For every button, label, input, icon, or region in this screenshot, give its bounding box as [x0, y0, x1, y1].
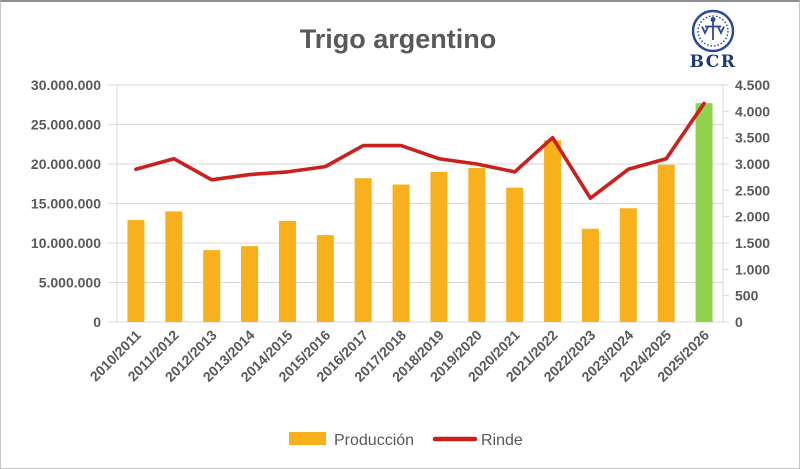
- right-axis-tick: 4.500: [735, 77, 770, 93]
- production-bar-2018-2019: [430, 171, 448, 322]
- right-axis-tick: 2.000: [735, 209, 770, 225]
- bcr-logo: BCR: [690, 9, 737, 72]
- production-bar-2022-2023: [581, 228, 599, 322]
- production-bar-2016-2017: [354, 178, 372, 322]
- production-bars: [127, 103, 713, 322]
- bcr-seal-rim-text: [697, 15, 729, 47]
- right-axis-tick: 3.500: [735, 130, 770, 146]
- production-bar-2024-2025: [657, 164, 675, 322]
- left-axis-tick: 25.000.000: [31, 117, 101, 133]
- right-axis-tick: 1.000: [735, 261, 770, 277]
- left-axis-tick-labels: 0 5.000.000 10.000.000 15.000.000 20.000.000…: [31, 77, 101, 330]
- left-axis-tick: 30.000.000: [31, 77, 101, 93]
- production-bar-2021-2022: [544, 140, 562, 322]
- left-axis-tick: 20.000.000: [31, 156, 101, 172]
- legend-produccion-swatch: [289, 432, 326, 445]
- scales-icon: [701, 16, 725, 40]
- production-bar-2015-2016: [316, 235, 334, 322]
- right-axis-tick: 3.000: [735, 156, 770, 172]
- left-axis-tick: 10.000.000: [31, 235, 101, 251]
- chart-title: Trigo argentino: [300, 24, 497, 54]
- left-axis-tick: 5.000.000: [39, 275, 101, 291]
- production-bar-2020-2021: [506, 187, 524, 322]
- right-axis-tick: 500: [735, 288, 759, 304]
- production-bar-2011-2012: [165, 211, 183, 322]
- production-bar-2010-2011: [127, 220, 145, 322]
- production-bar-2013-2014: [241, 246, 259, 322]
- right-axis-tick: 4.000: [735, 103, 770, 119]
- left-axis-tick: 15.000.000: [31, 196, 101, 212]
- yield-line: [134, 101, 706, 201]
- right-axis-tick: 0: [735, 314, 743, 330]
- legend-rinde-label: Rinde: [481, 432, 523, 449]
- production-bar-2017-2018: [392, 184, 410, 322]
- right-axis-tick: 2.500: [735, 182, 770, 198]
- right-axis-tick: 1.500: [735, 235, 770, 251]
- production-bar-2025-2026: [695, 103, 713, 322]
- right-axis-tick-labels: 0 500 1.000 1.500 2.000 2.500 3.000 3.500 4.000 4…: [735, 77, 770, 330]
- production-bar-2014-2015: [278, 220, 296, 322]
- bcr-logo-text: BCR: [690, 52, 737, 72]
- left-axis-tick: 0: [93, 314, 101, 330]
- x-axis-category-labels: 2010/20112011/20122012/20132013/20142014…: [86, 327, 712, 385]
- production-bar-2019-2020: [468, 167, 486, 322]
- axis-lines: [116, 85, 724, 322]
- legend: Producción Rinde: [289, 432, 523, 449]
- production-bar-2023-2024: [619, 208, 637, 322]
- legend-produccion-label: Producción: [334, 432, 414, 449]
- production-bar-2012-2013: [203, 250, 221, 322]
